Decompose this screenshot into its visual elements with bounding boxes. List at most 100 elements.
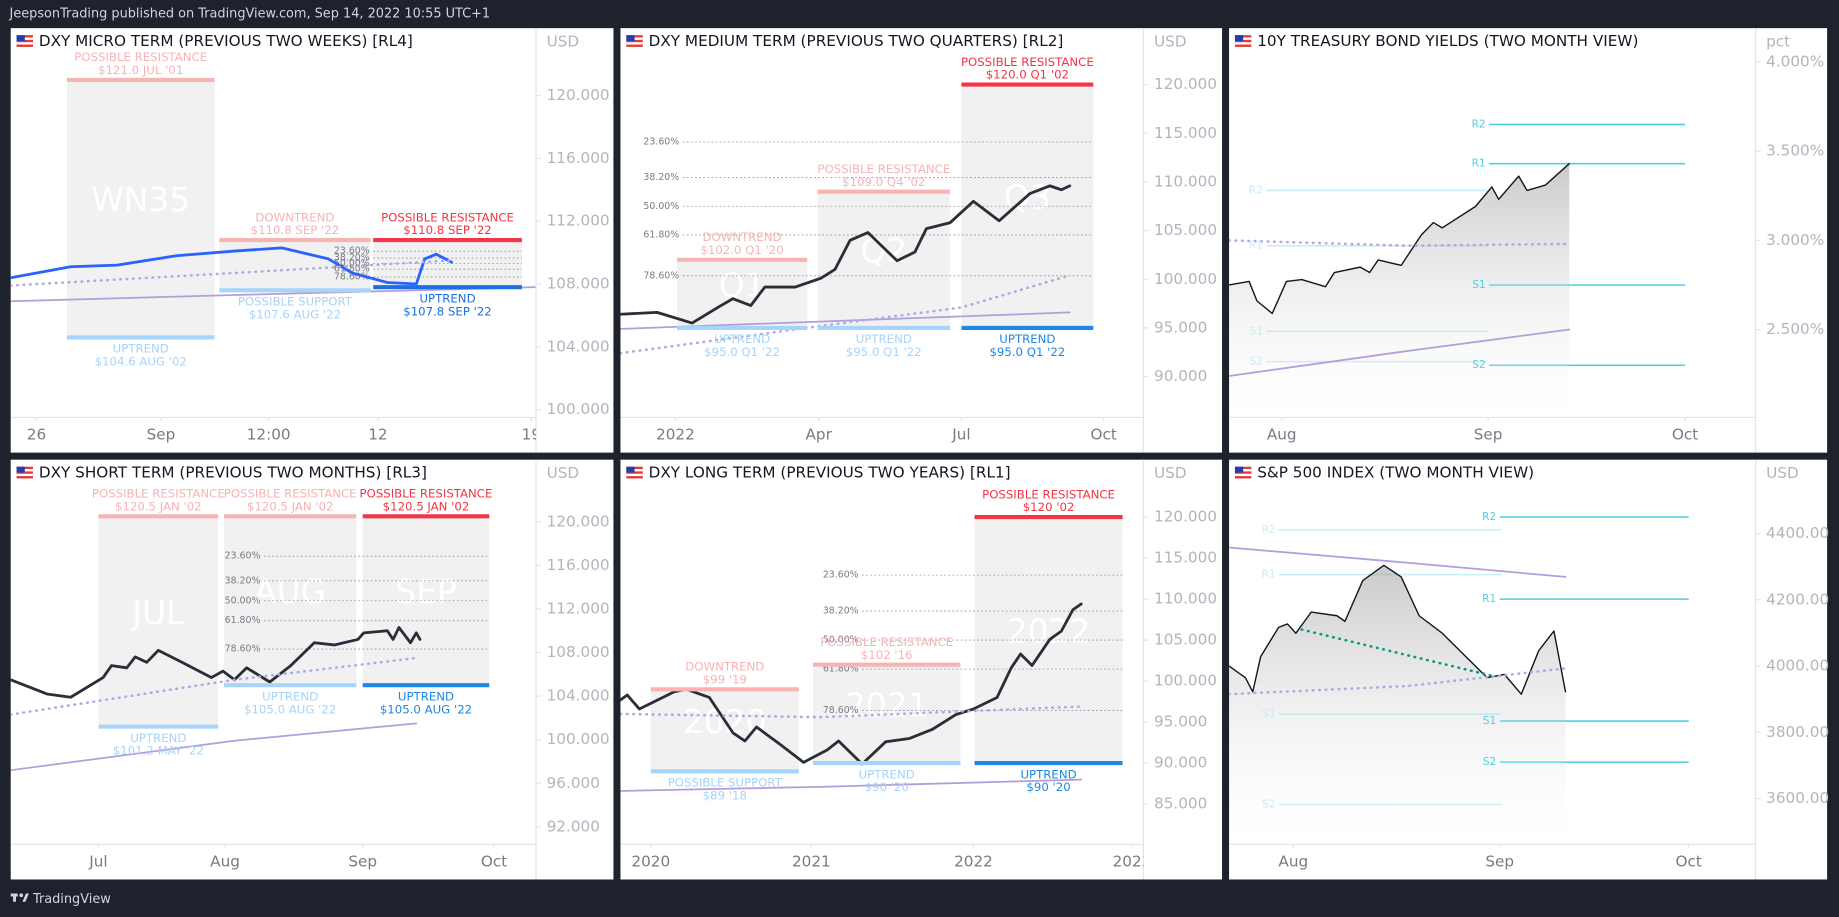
y-tick-label: 105.000 xyxy=(1154,221,1217,239)
plot-area: Q1Q2Q323.60%38.20%50.00%61.80%78.60%DOWN… xyxy=(620,55,1094,359)
dotted-line xyxy=(620,705,1083,719)
price-line xyxy=(1229,328,1571,377)
pivot-label: R2 xyxy=(1482,511,1496,523)
level-value-label: $95.0 Q1 '22 xyxy=(846,345,922,359)
level-value-label: $105.0 AUG '22 xyxy=(380,702,472,716)
x-tick-label: Oct xyxy=(1091,426,1117,444)
zone-box xyxy=(676,259,808,328)
footer-brand[interactable]: TradingView xyxy=(32,892,111,907)
axis-currency: USD xyxy=(547,464,580,482)
fib-label: 61.80% xyxy=(225,615,261,626)
price-line xyxy=(1229,162,1570,315)
header-text: JeepsonTrading published on TradingView.… xyxy=(9,7,491,22)
fib-label: 38.20% xyxy=(334,253,370,264)
fib-label: 50.00% xyxy=(823,635,859,646)
level-value-label: $105.0 AUG '22 xyxy=(244,702,336,716)
plot-area: JUL AUG SEP 23.60% 38.20% 50.00% 61.80% 78.60% P… xyxy=(10,487,493,772)
flag-icon xyxy=(16,466,33,479)
x-tick-label: Oct xyxy=(481,852,507,870)
y-tick-label: 90.000 xyxy=(1154,367,1207,385)
y-tick-label: 100.000 xyxy=(1154,672,1217,690)
level-name: UPTREND xyxy=(419,291,475,305)
pivot-label: R2 xyxy=(1262,524,1276,536)
fib-label: 78.60% xyxy=(334,272,370,283)
time-axis: 2022 Apr Jul Oct xyxy=(656,417,1117,444)
chart-title[interactable]: DXY MICRO TERM (PREVIOUS TWO WEEKS) [RL4… xyxy=(39,32,413,50)
x-tick-label: Aug xyxy=(210,852,240,870)
x-tick-label: Oct xyxy=(1676,852,1702,870)
chart-title[interactable]: DXY MEDIUM TERM (PREVIOUS TWO QUARTERS) … xyxy=(649,32,1064,50)
flag-icon xyxy=(16,35,33,47)
pivot-label: S2 xyxy=(1483,756,1496,768)
axis-currency: USD xyxy=(1766,464,1799,482)
pivot-label: S2 xyxy=(1250,356,1263,368)
chart-title[interactable]: 10Y TREASURY BOND YIELDS (TWO MONTH VIEW… xyxy=(1257,32,1638,50)
level-name: POSSIBLE RESISTANCE xyxy=(360,487,493,501)
chart-title[interactable]: DXY LONG TERM (PREVIOUS TWO YEARS) [RL1] xyxy=(649,464,1011,482)
x-tick-label: 2022 xyxy=(954,852,993,870)
zone-box xyxy=(66,79,215,338)
flag-icon xyxy=(1234,35,1252,47)
y-tick-label: 95.000 xyxy=(1154,318,1207,336)
chart-panel: WN35 23.60%38.20%50.00%61.80%78.60% POSSIB… xyxy=(10,28,614,453)
pivot-label: R2 xyxy=(1472,118,1486,130)
y-tick-label: 116.000 xyxy=(547,149,610,167)
level-name: POSSIBLE RESISTANCE xyxy=(224,487,357,501)
chart-panel: 2020 2021 2022 23.60% 38.20% 50.00% 61.80% 78.6… xyxy=(620,459,1223,880)
y-tick-label: 116.000 xyxy=(547,556,610,574)
chart-title[interactable]: S&P 500 INDEX (TWO MONTH VIEW) xyxy=(1257,464,1534,482)
fib-label: 61.80% xyxy=(823,664,859,675)
level-name: UPTREND xyxy=(856,332,912,346)
y-tick-label: 4000.00 xyxy=(1766,657,1829,675)
dotted-line xyxy=(1229,239,1571,247)
y-tick-label: 4.000% xyxy=(1766,53,1824,71)
x-tick-label: Apr xyxy=(806,426,833,444)
level-name: POSSIBLE RESISTANCE xyxy=(817,162,950,176)
fib-label: 78.60% xyxy=(225,644,261,655)
axis-currency: USD xyxy=(1154,464,1187,482)
pivot-label: S1 xyxy=(1483,715,1496,727)
pivot-label: R1 xyxy=(1249,240,1263,252)
x-tick-label: 19 xyxy=(522,426,541,444)
price-line xyxy=(1229,546,1567,578)
x-tick-label: 12 xyxy=(368,426,387,444)
level-value-label: $95.0 Q1 '22 xyxy=(989,345,1065,359)
y-tick-label: 85.000 xyxy=(1154,795,1207,813)
y-tick-label: 3.500% xyxy=(1766,142,1824,160)
y-tick-label: 112.000 xyxy=(547,212,610,230)
time-axis: Aug Sep Oct xyxy=(1278,844,1702,870)
x-tick-label: Sep xyxy=(1474,426,1503,444)
time-axis: Jul Aug Sep Oct xyxy=(88,844,507,870)
plot-area: 2020 2021202223.60%38.20%50.00%61.80%78.6… xyxy=(620,487,1123,802)
level-value-label: $110.8 SEP '22 xyxy=(251,223,339,237)
level-value-label: $99 '19 xyxy=(703,672,747,686)
axis-currency: USD xyxy=(547,33,580,51)
tv-logo xyxy=(10,893,29,902)
area-fill xyxy=(1229,163,1570,418)
y-tick-label: 120.000 xyxy=(1154,508,1217,526)
chart-title[interactable]: DXY SHORT TERM (PREVIOUS TWO MONTHS) [RL… xyxy=(39,464,427,482)
fib-label: 61.80% xyxy=(643,229,679,240)
dotted-line xyxy=(620,274,1072,355)
y-tick-label: 120.000 xyxy=(547,512,610,530)
y-tick-label: 104.000 xyxy=(547,337,610,355)
y-tick-label: 90.000 xyxy=(1154,754,1207,772)
pivot-label: R2 xyxy=(1249,184,1263,196)
plot-area: WN35 23.60%38.20%50.00%61.80%78.60% POSSIB… xyxy=(10,50,537,369)
y-tick-label: 3.000% xyxy=(1766,231,1824,249)
level-name: POSSIBLE SUPPORT xyxy=(668,776,783,790)
x-tick-label: 2022 xyxy=(656,426,695,444)
price-line xyxy=(620,778,1083,792)
level-name: POSSIBLE RESISTANCE xyxy=(961,55,1094,69)
y-tick-label: 100.000 xyxy=(547,400,610,418)
time-axis: 2020 2021 2022 2023 xyxy=(631,844,1143,870)
level-value-label: $120.5 JAN '02 xyxy=(115,499,202,513)
y-tick-label: 2.500% xyxy=(1766,320,1824,338)
y-tick-label: 4200.00 xyxy=(1766,590,1829,608)
level-name: UPTREND xyxy=(262,689,318,703)
x-tick-label: 12:00 xyxy=(247,426,291,444)
y-tick-label: 110.000 xyxy=(1154,590,1217,608)
zone-label: SEP xyxy=(395,573,456,611)
chart-panel: R2 R1 S1 S2 R2 R1 S1 S2 USD 4400.00 4200.00 4000.00… xyxy=(1229,459,1829,880)
y-tick-label: 108.000 xyxy=(547,275,610,293)
